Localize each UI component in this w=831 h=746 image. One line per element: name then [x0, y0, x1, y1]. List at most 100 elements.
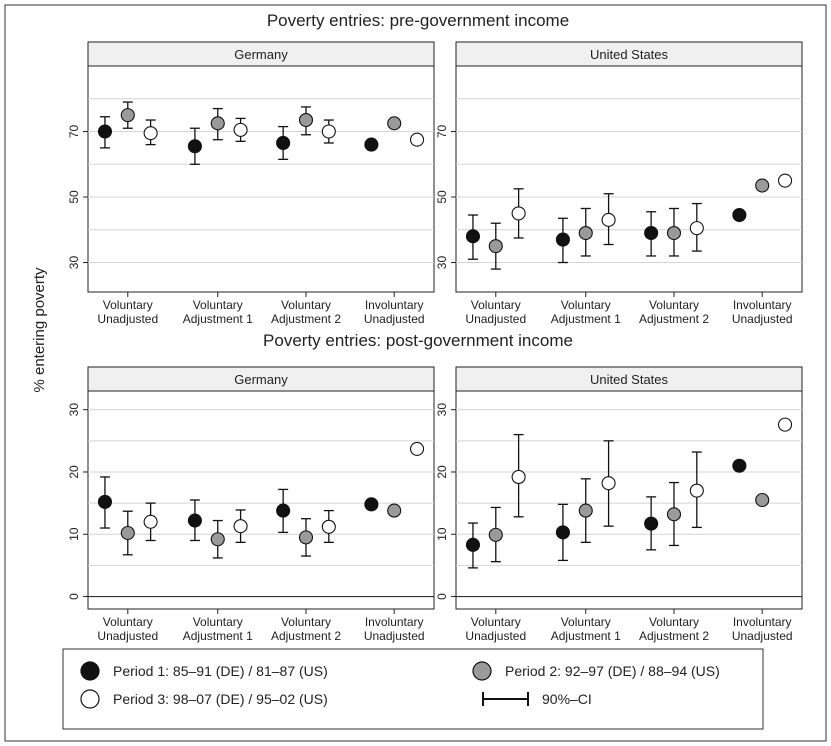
plot-area	[455, 65, 803, 293]
section-title-pre: Poverty entries: pre-government income	[267, 11, 569, 30]
point-period-1	[187, 513, 202, 528]
x-tick-label-line2: Adjustment 2	[271, 629, 341, 643]
panel-title: United States	[590, 47, 669, 62]
x-tick-label-line1: Voluntary	[193, 298, 243, 312]
x-tick-label-line1: Voluntary	[103, 615, 153, 629]
y-tick-label: 70	[67, 125, 81, 139]
x-tick-label-line2: Unadjusted	[465, 312, 526, 326]
point-period-1	[97, 124, 113, 139]
point-period-3	[601, 212, 616, 227]
x-tick-label-line2: Adjustment 1	[551, 629, 621, 643]
y-tick-label: 10	[435, 527, 449, 541]
point-period-3	[143, 126, 158, 141]
point-period-2	[120, 108, 135, 123]
x-tick-label-line2: Unadjusted	[364, 629, 425, 643]
x-tick-label-line1: Voluntary	[193, 615, 243, 629]
point-period-3	[511, 469, 526, 485]
x-tick-label-line2: Unadjusted	[732, 629, 793, 643]
x-tick-label-line2: Adjustment 2	[639, 312, 709, 326]
y-tick-label: 30	[67, 403, 81, 417]
plot-area	[87, 65, 435, 293]
point-period-1	[364, 137, 379, 152]
point-period-2	[488, 527, 503, 542]
point-period-2	[755, 178, 770, 193]
point-period-2	[488, 239, 503, 254]
x-tick-label-line2: Adjustment 1	[183, 312, 253, 326]
section-title-post: Poverty entries: post-government income	[263, 331, 573, 350]
x-tick-label-line1: Involuntary	[733, 615, 792, 629]
point-period-3	[601, 476, 616, 491]
point-period-2	[578, 503, 593, 518]
point-period-2	[387, 503, 402, 518]
panel-header	[87, 41, 435, 67]
x-tick-label-line1: Voluntary	[649, 615, 699, 629]
point-period-3	[233, 519, 248, 534]
chart-panel-2: United States305070VoluntaryUnadjustedVo…	[435, 41, 803, 326]
legend-marker-period-1	[80, 661, 100, 681]
panel-header	[455, 366, 803, 392]
y-tick-label: 20	[67, 465, 81, 479]
legend-label-period-1: Period 1: 85–91 (DE) / 81–87 (US)	[113, 663, 328, 679]
point-period-2	[387, 116, 402, 131]
point-period-1	[555, 232, 570, 247]
legend: Period 1: 85–91 (DE) / 81–87 (US) Period…	[62, 648, 764, 730]
y-tick-label: 0	[435, 593, 449, 600]
y-tick-label: 50	[435, 190, 449, 204]
y-tick-label: 30	[67, 256, 81, 270]
x-tick-label-line1: Voluntary	[649, 298, 699, 312]
chart-panel-1: Germany305070VoluntaryUnadjustedVoluntar…	[67, 41, 435, 326]
legend-ci-marker	[482, 692, 529, 706]
point-period-3	[777, 173, 793, 188]
point-period-1	[555, 525, 570, 540]
point-period-2	[755, 492, 770, 508]
x-tick-label-line1: Voluntary	[281, 298, 331, 312]
x-tick-label-line2: Unadjusted	[732, 312, 793, 326]
point-period-2	[666, 507, 682, 522]
chart-panel-3: Germany0102030VoluntaryUnadjustedVolunta…	[67, 366, 435, 643]
y-tick-label: 30	[435, 403, 449, 417]
point-period-1	[732, 207, 747, 223]
x-tick-label-line1: Voluntary	[561, 298, 611, 312]
x-tick-label-line2: Adjustment 2	[639, 629, 709, 643]
point-period-2	[298, 112, 314, 128]
plot-area	[455, 390, 803, 610]
point-period-2	[120, 525, 135, 541]
x-tick-label-line1: Voluntary	[281, 615, 331, 629]
point-period-1	[644, 225, 659, 241]
panel-header	[87, 366, 435, 392]
point-period-3	[409, 132, 425, 147]
point-period-3	[409, 441, 425, 456]
point-period-3	[511, 206, 526, 221]
x-tick-label-line2: Adjustment 1	[183, 629, 253, 643]
legend-label-period-2: Period 2: 92–97 (DE) / 88–94 (US)	[505, 663, 720, 679]
panel-title: Germany	[234, 372, 288, 387]
y-tick-label: 70	[435, 125, 449, 139]
point-period-2	[666, 225, 682, 241]
legend-marker-period-3	[80, 689, 100, 709]
point-period-1	[364, 497, 379, 512]
point-period-1	[644, 516, 659, 531]
panel-title: United States	[590, 372, 669, 387]
point-period-1	[732, 458, 747, 473]
legend-marker-period-2	[472, 661, 492, 681]
x-tick-label-line1: Voluntary	[103, 298, 153, 312]
point-period-3	[143, 514, 158, 529]
x-tick-label-line2: Adjustment 1	[551, 312, 621, 326]
point-period-3	[233, 122, 248, 137]
point-period-2	[578, 225, 593, 241]
point-period-2	[210, 532, 225, 547]
plot-area	[87, 390, 435, 610]
y-tick-label: 0	[67, 593, 81, 600]
y-tick-label: 50	[67, 190, 81, 204]
chart-panels: Germany 30 50 70 Voluntary Unadjusted Voluntar…	[67, 41, 803, 643]
x-tick-label-line1: Involuntary	[365, 615, 424, 629]
y-tick-label: 20	[435, 465, 449, 479]
point-period-1	[187, 139, 202, 154]
point-period-2	[210, 116, 225, 131]
point-period-1	[465, 229, 481, 244]
legend-box	[62, 648, 764, 730]
x-tick-label-line1: Involuntary	[365, 298, 424, 312]
point-period-1	[276, 503, 291, 518]
x-tick-label-line1: Voluntary	[561, 615, 611, 629]
